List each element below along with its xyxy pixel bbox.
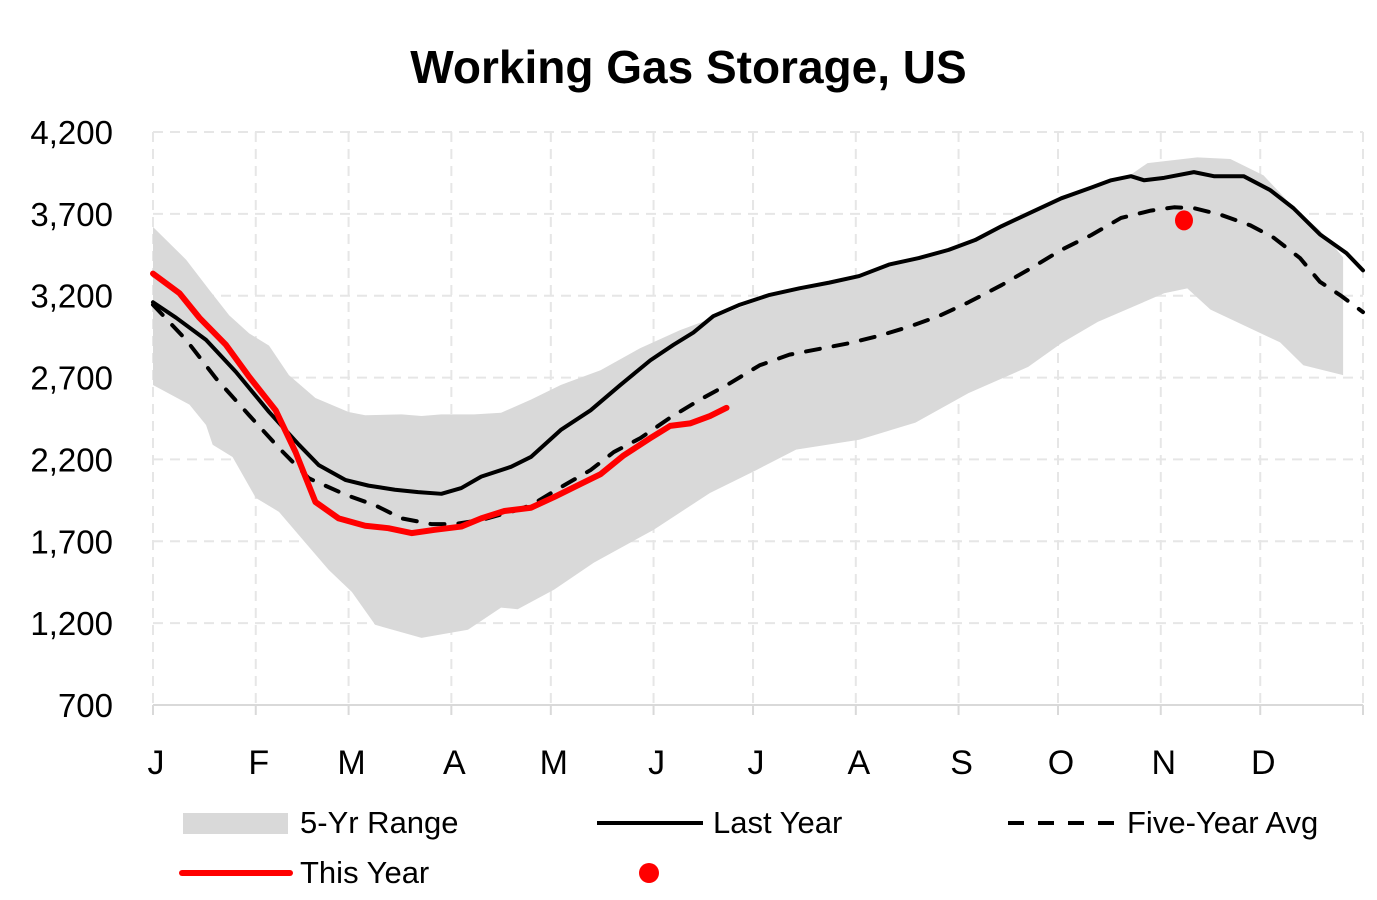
- series-line-this-year: [150, 270, 730, 537]
- x-tick-label: S: [950, 744, 973, 782]
- y-tick-label: 2,700: [30, 360, 113, 397]
- x-tick-label: N: [1151, 744, 1176, 782]
- x-tick-label: F: [248, 744, 269, 782]
- legend-label-last-year: Last Year: [713, 805, 843, 840]
- y-tick-label: 1,200: [30, 605, 113, 642]
- range-band: [153, 157, 1344, 638]
- legend-swatch-range: [183, 813, 288, 834]
- marker-point: [1174, 210, 1193, 231]
- legend-swatch-marker: [639, 863, 659, 883]
- x-tick-label: O: [1048, 744, 1074, 782]
- x-tick-label: D: [1251, 744, 1276, 782]
- x-tick-label: M: [337, 744, 365, 782]
- x-tick-label: M: [540, 744, 568, 782]
- y-tick-label: 4,200: [30, 114, 113, 151]
- legend-label-range: 5-Yr Range: [300, 805, 459, 840]
- series-line-last-year: [151, 170, 1365, 496]
- x-tick-label: A: [847, 744, 870, 782]
- y-tick-label: 3,200: [30, 278, 113, 315]
- x-tick-label: J: [648, 744, 665, 782]
- y-tick-label: 700: [58, 687, 113, 724]
- y-tick-label: 2,200: [30, 441, 113, 478]
- legend-label-this-year: This Year: [300, 855, 430, 890]
- y-tick-label: 1,700: [30, 523, 113, 560]
- x-tick-label: A: [443, 744, 466, 782]
- x-tick-label: J: [148, 744, 165, 782]
- legend-label-five-year-avg: Five-Year Avg: [1127, 805, 1319, 840]
- y-tick-label: 3,700: [30, 196, 113, 233]
- chart-title: Working Gas Storage, US: [410, 41, 967, 93]
- x-tick-label: J: [748, 744, 765, 782]
- series-line-five-year-avg: [151, 205, 1365, 527]
